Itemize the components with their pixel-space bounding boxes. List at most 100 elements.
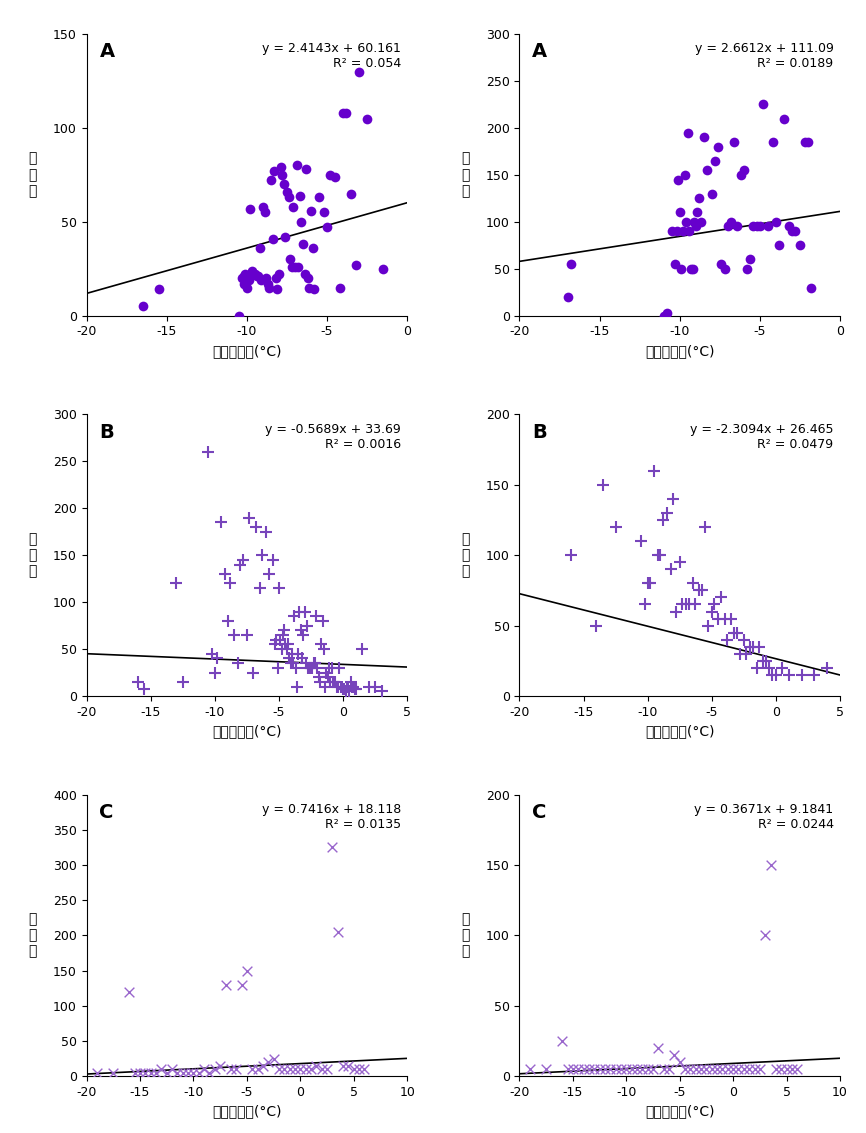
Point [660,504,674,522]
Point [231,654,245,672]
Point [761,218,775,236]
Point [299,654,313,672]
Point [154,1060,168,1079]
Point [708,152,722,170]
Point [732,1060,746,1079]
Point [646,1060,660,1079]
Point [596,476,610,494]
Point [734,165,747,184]
Point [331,678,345,696]
Point [229,1060,243,1079]
Point [336,104,350,122]
Point [721,218,734,236]
Point [128,1064,142,1082]
Point [294,1060,307,1079]
Point [290,678,304,696]
Point [223,574,237,593]
Point [777,110,791,128]
Point [315,612,329,630]
Point [590,616,604,634]
Point [793,236,807,254]
Point [323,165,337,184]
Point [686,574,700,593]
Point [285,258,299,276]
Point [756,651,770,670]
Point [339,682,352,700]
Point [221,612,235,630]
Point [791,1060,805,1079]
Point [304,202,318,220]
Point [677,165,691,184]
Point [313,673,327,691]
Point [333,279,346,297]
Point [309,607,323,625]
Point [690,203,704,221]
Point [686,259,700,278]
Point [718,610,732,628]
Point [362,678,376,696]
Point [253,239,267,257]
Point [242,509,256,527]
Point [309,1057,323,1075]
Point [139,1064,152,1082]
Point [236,551,250,569]
Point [636,1060,650,1079]
Point [320,664,333,682]
Point [176,1064,190,1082]
Point [255,271,268,289]
Point [753,638,766,656]
Point [668,255,682,273]
Point [306,658,320,676]
Point [295,649,309,667]
Point [731,623,745,641]
Point [750,658,764,676]
Point [701,616,714,634]
Text: y = 0.3671x + 9.1841
R² = 0.0244: y = 0.3671x + 9.1841 R² = 0.0244 [695,803,834,832]
Point [656,1060,670,1079]
Point [346,678,360,696]
Point [775,658,789,676]
Point [279,228,293,246]
Point [320,668,334,687]
Point [638,596,652,614]
Point [695,581,708,599]
Point [270,280,284,298]
Point [317,640,331,658]
Point [801,133,815,151]
Point [598,1060,612,1079]
Point [682,222,696,240]
Point [577,1060,591,1079]
Point [651,546,665,564]
Point [718,259,732,278]
Point [740,645,753,663]
Point [293,187,307,205]
Point [320,219,334,237]
Point [240,962,254,980]
Point [665,222,679,240]
Point [349,256,363,274]
Point [721,631,734,649]
Point [287,198,301,216]
Point [266,230,280,248]
Point [262,279,276,297]
Point [291,645,305,663]
Point [327,673,341,691]
Point [820,658,834,676]
Point [679,596,693,614]
Point [90,1064,104,1082]
Point [666,489,680,508]
Point [286,654,300,672]
Point [272,265,286,283]
Point [727,133,741,151]
Point [192,1064,206,1082]
Point [296,625,310,644]
Point [267,1049,281,1067]
Point [253,579,267,597]
Point [740,259,754,278]
Point [301,616,314,634]
Point [249,267,263,286]
Point [238,265,252,283]
Point [136,297,150,315]
Point [746,638,759,656]
Point [261,274,275,292]
